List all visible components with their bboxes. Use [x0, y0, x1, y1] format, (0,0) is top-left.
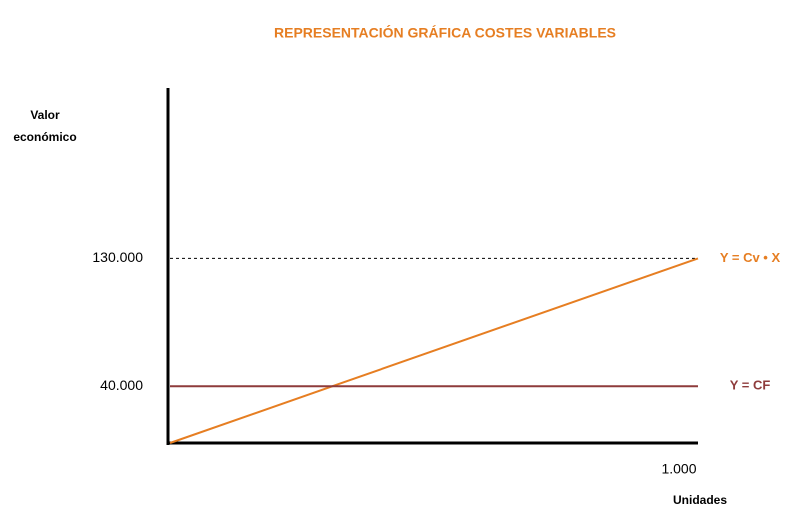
x-tick-label: 1.000	[661, 461, 696, 477]
y-tick-label: 40.000	[100, 377, 143, 393]
series-label: Y = CF	[730, 378, 771, 393]
x-axis-label: Unidades	[673, 493, 727, 507]
series-line	[169, 257, 699, 444]
y-axis-label: Valor económico	[13, 108, 77, 144]
y-tick-label: 130.000	[92, 249, 143, 265]
series-label: Y = Cv • X	[720, 250, 781, 265]
chart-title: REPRESENTACIÓN GRÁFICA COSTES VARIABLES	[274, 24, 616, 41]
